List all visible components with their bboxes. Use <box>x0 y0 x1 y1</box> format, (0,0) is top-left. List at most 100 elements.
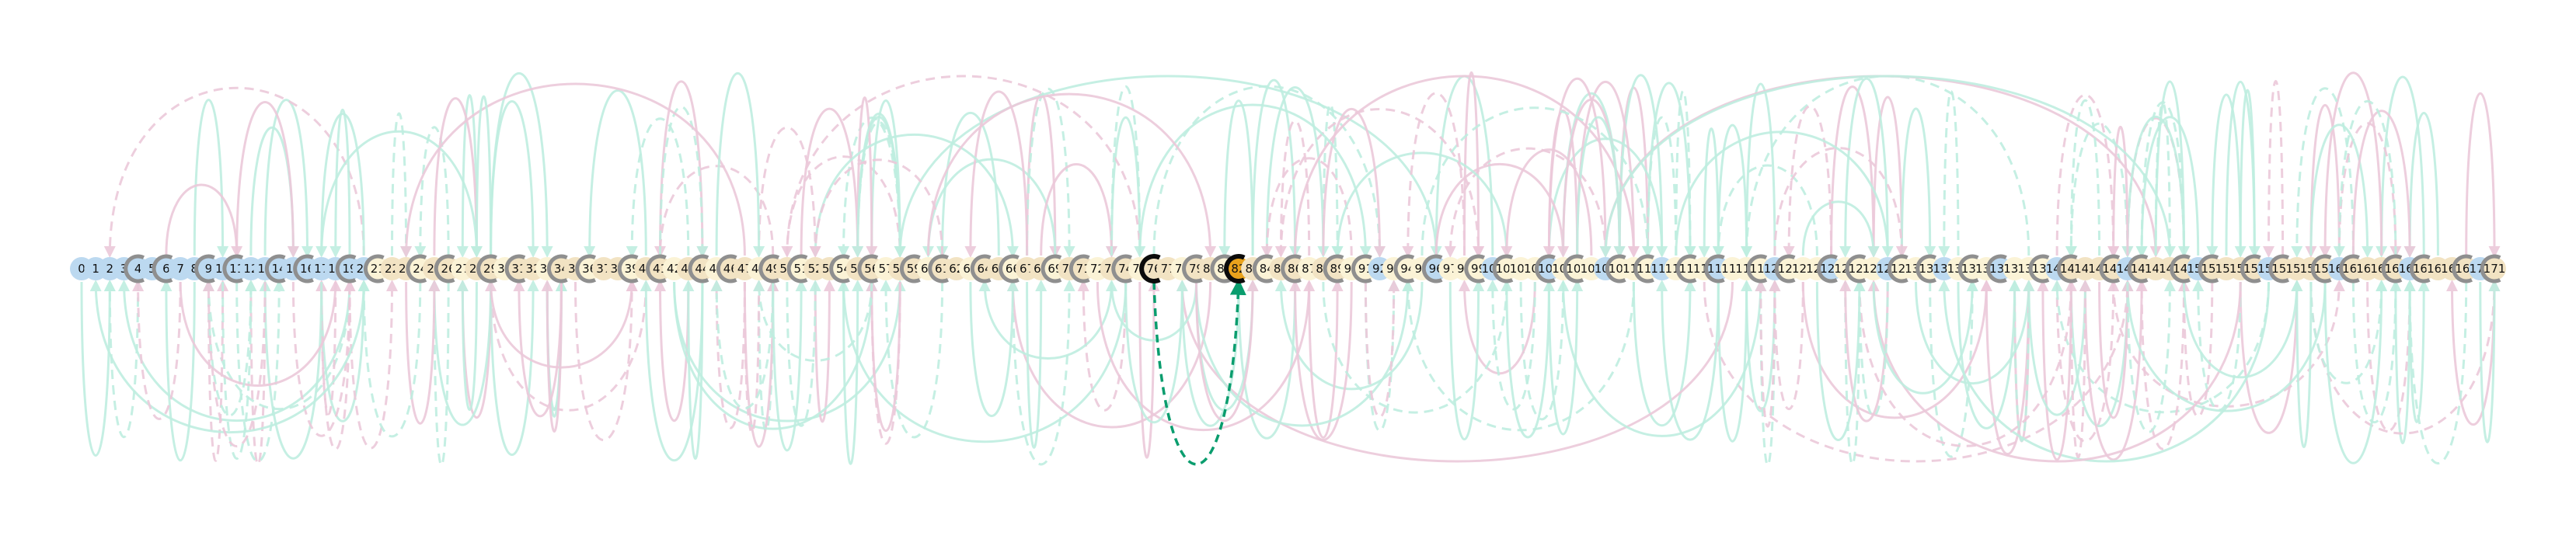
node-ring <box>2170 254 2191 283</box>
edge-arc <box>1331 151 1508 258</box>
highlighted-edge <box>1152 278 1246 466</box>
node-ring <box>1421 254 1443 283</box>
edge-arc <box>263 99 313 258</box>
edge-arc <box>1703 280 2134 463</box>
node-ring <box>617 254 639 283</box>
edge-arc <box>2079 280 2143 461</box>
edge-arc <box>456 280 478 412</box>
node-ring <box>2310 254 2332 283</box>
edge-arc <box>320 130 483 258</box>
edge-arc <box>2135 116 2200 258</box>
edge-arc <box>2309 123 2374 258</box>
edge-arc <box>2027 280 2091 416</box>
edge-arc <box>179 280 342 387</box>
node-ring <box>1563 254 1584 283</box>
node-ring <box>1915 254 1937 283</box>
edge-arc <box>1322 107 1386 258</box>
edge-arc <box>1448 280 1485 440</box>
edge-arc <box>1642 116 1678 258</box>
edge-arc <box>1858 280 2077 447</box>
node-ring <box>335 254 357 283</box>
edge-arc <box>1444 147 1607 258</box>
edge-arc <box>2206 93 2242 258</box>
edge-arc <box>428 280 493 426</box>
edge-arc <box>1957 280 2021 429</box>
edge-arc <box>969 280 1019 417</box>
edge-arc <box>329 109 351 258</box>
edge-arc <box>2337 122 2402 258</box>
edge-arc <box>1938 280 2270 463</box>
edge-arc <box>1938 90 1960 258</box>
node-ring <box>1605 254 1626 283</box>
edge-arc <box>405 280 441 425</box>
edge-arc <box>1138 103 1372 258</box>
edge-arc <box>1420 106 1654 258</box>
edge-arc <box>894 75 1438 258</box>
edge-arc <box>2098 280 2134 419</box>
edge-arc <box>470 95 493 258</box>
node-ring <box>1492 254 1514 283</box>
edge-arc <box>922 158 1057 258</box>
edge-arc <box>1402 92 1466 258</box>
node-ring <box>1986 254 2007 283</box>
edge-arc <box>1613 74 1664 258</box>
edge-arc <box>1830 85 1880 258</box>
node-ring <box>222 254 244 283</box>
node-label: 7 <box>176 262 184 276</box>
edge-arc <box>160 280 196 462</box>
edge-arc <box>132 280 182 420</box>
edge-arc <box>400 82 746 258</box>
edge-arc <box>2305 103 2341 258</box>
edge-arc <box>1011 280 1075 466</box>
edge-arc <box>927 92 1217 258</box>
node-ring <box>1281 254 1302 283</box>
edge-arc <box>245 280 267 466</box>
edge-arc <box>1547 280 1584 436</box>
edge-arc <box>1656 280 1720 441</box>
edge-arc <box>1712 164 1818 258</box>
edge-arc <box>758 127 821 258</box>
edge-arc <box>1801 280 1992 419</box>
node-ring <box>829 254 850 283</box>
edge-arc <box>838 280 1128 443</box>
edge-arc <box>786 280 821 427</box>
edge-arc <box>165 183 243 258</box>
edge-arc <box>2154 80 2190 258</box>
edge-arc <box>193 99 229 258</box>
edge-arc <box>1980 280 2030 456</box>
edge-arc <box>456 94 478 258</box>
node-171: 171 <box>2480 254 2506 283</box>
edge-arc <box>89 280 365 434</box>
edge-arc <box>428 280 450 467</box>
edge-arc <box>1274 120 1311 258</box>
edge-arc <box>786 155 906 258</box>
node-ring <box>363 254 385 283</box>
edge-arc <box>1505 280 1555 439</box>
node-ring <box>1323 254 1344 283</box>
edge-arc <box>2126 280 2176 433</box>
node-ring <box>434 254 455 283</box>
node-ring <box>758 254 780 283</box>
edge-arc <box>1712 123 1748 258</box>
edge-arc <box>1232 280 1297 440</box>
node-ring <box>2339 254 2360 283</box>
edge-arc <box>80 280 116 457</box>
edge-arc <box>1801 200 1880 258</box>
node-ring <box>928 254 950 283</box>
edge-arc <box>2366 280 2416 432</box>
edge-arc <box>1308 280 1344 439</box>
edge-arc <box>1867 96 1903 258</box>
edge-arc <box>626 117 690 258</box>
node-ring <box>1957 254 1979 283</box>
edge-arc <box>2192 280 2242 412</box>
edge-arc <box>2055 94 2120 258</box>
node-ring <box>124 254 145 283</box>
edge-arc <box>772 280 807 452</box>
edge-arc <box>1402 280 1635 432</box>
node-ring <box>575 254 597 283</box>
edge-arc <box>490 72 553 258</box>
edge-arc <box>1773 147 1908 258</box>
edge-arc <box>103 280 140 439</box>
node-ring <box>786 254 808 283</box>
edge-arc <box>2107 125 2129 258</box>
